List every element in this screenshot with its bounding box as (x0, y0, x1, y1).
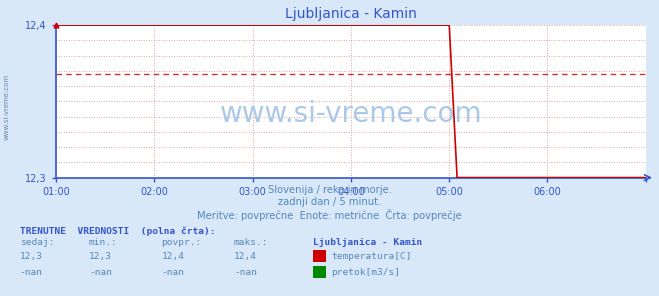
Text: 12,3: 12,3 (20, 252, 43, 261)
Text: -nan: -nan (89, 268, 112, 277)
Text: pretok[m3/s]: pretok[m3/s] (331, 268, 401, 277)
Text: temperatura[C]: temperatura[C] (331, 252, 412, 261)
Text: www.si-vreme.com: www.si-vreme.com (219, 99, 482, 128)
Text: 12,3: 12,3 (89, 252, 112, 261)
Title: Ljubljanica - Kamin: Ljubljanica - Kamin (285, 7, 417, 21)
Text: www.si-vreme.com: www.si-vreme.com (3, 73, 10, 140)
Text: TRENUTNE  VREDNOSTI  (polna črta):: TRENUTNE VREDNOSTI (polna črta): (20, 226, 215, 236)
Text: -nan: -nan (20, 268, 43, 277)
Text: -nan: -nan (161, 268, 185, 277)
Text: Meritve: povprečne  Enote: metrične  Črta: povprečje: Meritve: povprečne Enote: metrične Črta:… (197, 209, 462, 221)
Text: min.:: min.: (89, 238, 118, 247)
Text: zadnji dan / 5 minut.: zadnji dan / 5 minut. (278, 197, 381, 207)
Text: 12,4: 12,4 (234, 252, 257, 261)
Text: sedaj:: sedaj: (20, 238, 54, 247)
Text: Slovenija / reke in morje.: Slovenija / reke in morje. (268, 185, 391, 195)
Text: -nan: -nan (234, 268, 257, 277)
Text: povpr.:: povpr.: (161, 238, 202, 247)
Text: maks.:: maks.: (234, 238, 268, 247)
Text: Ljubljanica - Kamin: Ljubljanica - Kamin (313, 238, 422, 247)
Text: 12,4: 12,4 (161, 252, 185, 261)
